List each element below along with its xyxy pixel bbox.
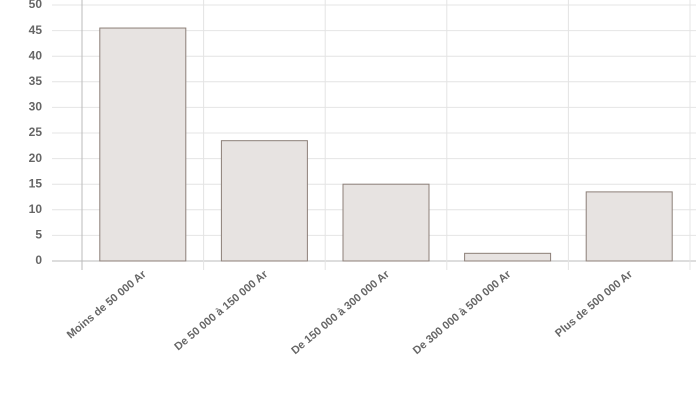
y-tick-label: 5 [35,228,42,242]
x-tick-label: Plus de 500 000 Ar [553,268,635,340]
x-tick-label: De 50 000 à 150 000 Ar [172,268,270,353]
y-tick-label: 20 [29,151,43,165]
y-tick-label: 40 [29,48,43,62]
x-tick-label: De 300 000 à 500 000 Ar [411,268,514,357]
x-tick-label: Moins de 50 000 Ar [65,268,149,341]
bar [464,252,552,262]
y-tick-label: 45 [29,23,43,37]
bar [585,191,673,262]
y-tick-label: 15 [29,176,43,190]
bar [99,27,187,262]
y-tick-label: 25 [29,125,43,139]
bar [342,183,430,262]
y-tick-label: 0 [35,253,42,267]
x-tick-label: De 150 000 à 300 000 Ar [289,268,392,357]
y-tick-label: 10 [29,202,43,216]
y-tick-label: 50 [29,0,43,11]
y-tick-label: 30 [29,100,43,114]
y-tick-label: 35 [29,74,43,88]
bar [220,140,308,262]
